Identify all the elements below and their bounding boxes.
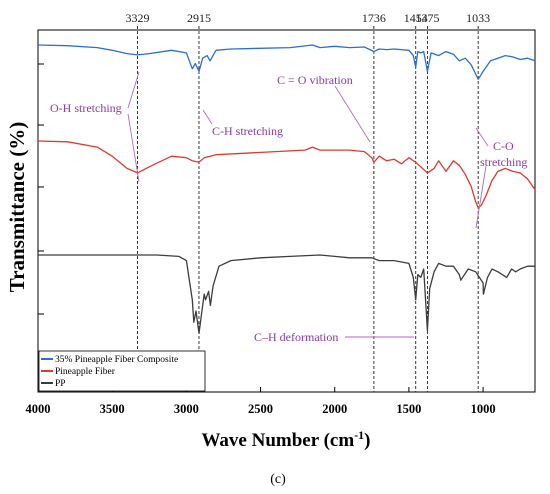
x-axis-label-sup: -1	[354, 428, 364, 442]
annotation-oh-stretching: O-H stretching	[50, 101, 122, 115]
annotation-ch-stretching: C-H stretching	[212, 124, 283, 138]
series-line-3	[38, 254, 535, 335]
peak-marker-label: 1736	[362, 11, 386, 25]
x-tick-label: 3000	[174, 402, 199, 416]
annotation-co-vibration: C = O vibration	[277, 73, 353, 87]
y-axis-ticks	[38, 63, 44, 315]
figure-caption: (c)	[270, 472, 286, 487]
leader-oh-red	[127, 113, 140, 183]
series-line-2	[37, 140, 536, 209]
x-tick-label: 1000	[471, 402, 496, 416]
legend-label-composite: 35% Pineapple Fiber Composite	[55, 355, 178, 365]
x-axis-label-close: )	[364, 430, 370, 451]
annotation-co-stretching: stretching	[480, 155, 527, 169]
legend: 35% Pineapple Fiber Composite Pineapple …	[38, 350, 206, 392]
x-tick-label: 3500	[100, 402, 125, 416]
annotation-leaders	[127, 71, 489, 338]
leader-co-vib	[334, 85, 371, 143]
legend-box	[38, 350, 206, 392]
x-axis-ticks: 4000 3500 3000 2500 2000 1500 1000	[26, 387, 496, 416]
peak-marker-label: 1454	[404, 11, 428, 25]
legend-label-pp: PP	[55, 379, 66, 389]
series-line-1	[37, 44, 536, 80]
legend-label-fiber: Pineapple Fiber	[55, 367, 116, 377]
x-axis-label-main: Wave Number (cm	[201, 430, 354, 451]
peak-marker-label: 1375	[415, 11, 439, 25]
x-axis-label: Wave Number (cm-1)	[201, 428, 370, 451]
leader-ch	[202, 109, 213, 125]
peak-marker-label: 1033	[466, 11, 490, 25]
y-axis-label: Transmittance (%)	[5, 122, 29, 293]
leader-oh-blue	[127, 71, 140, 109]
peak-marker-label: 2915	[187, 11, 211, 25]
series-lines	[37, 44, 536, 335]
x-tick-label: 4000	[26, 402, 51, 416]
leader-co-str-blue	[475, 127, 489, 147]
x-tick-label: 2500	[248, 402, 273, 416]
annotation-ch-deformation: C–H deformation	[254, 330, 338, 344]
peak-marker-label: 3329	[126, 11, 150, 25]
plot-frame	[37, 29, 536, 393]
x-tick-label: 1500	[396, 402, 421, 416]
annotation-co-label: C-O	[493, 139, 514, 153]
leader-co-str-red	[475, 165, 487, 229]
x-tick-label: 2000	[322, 402, 347, 416]
